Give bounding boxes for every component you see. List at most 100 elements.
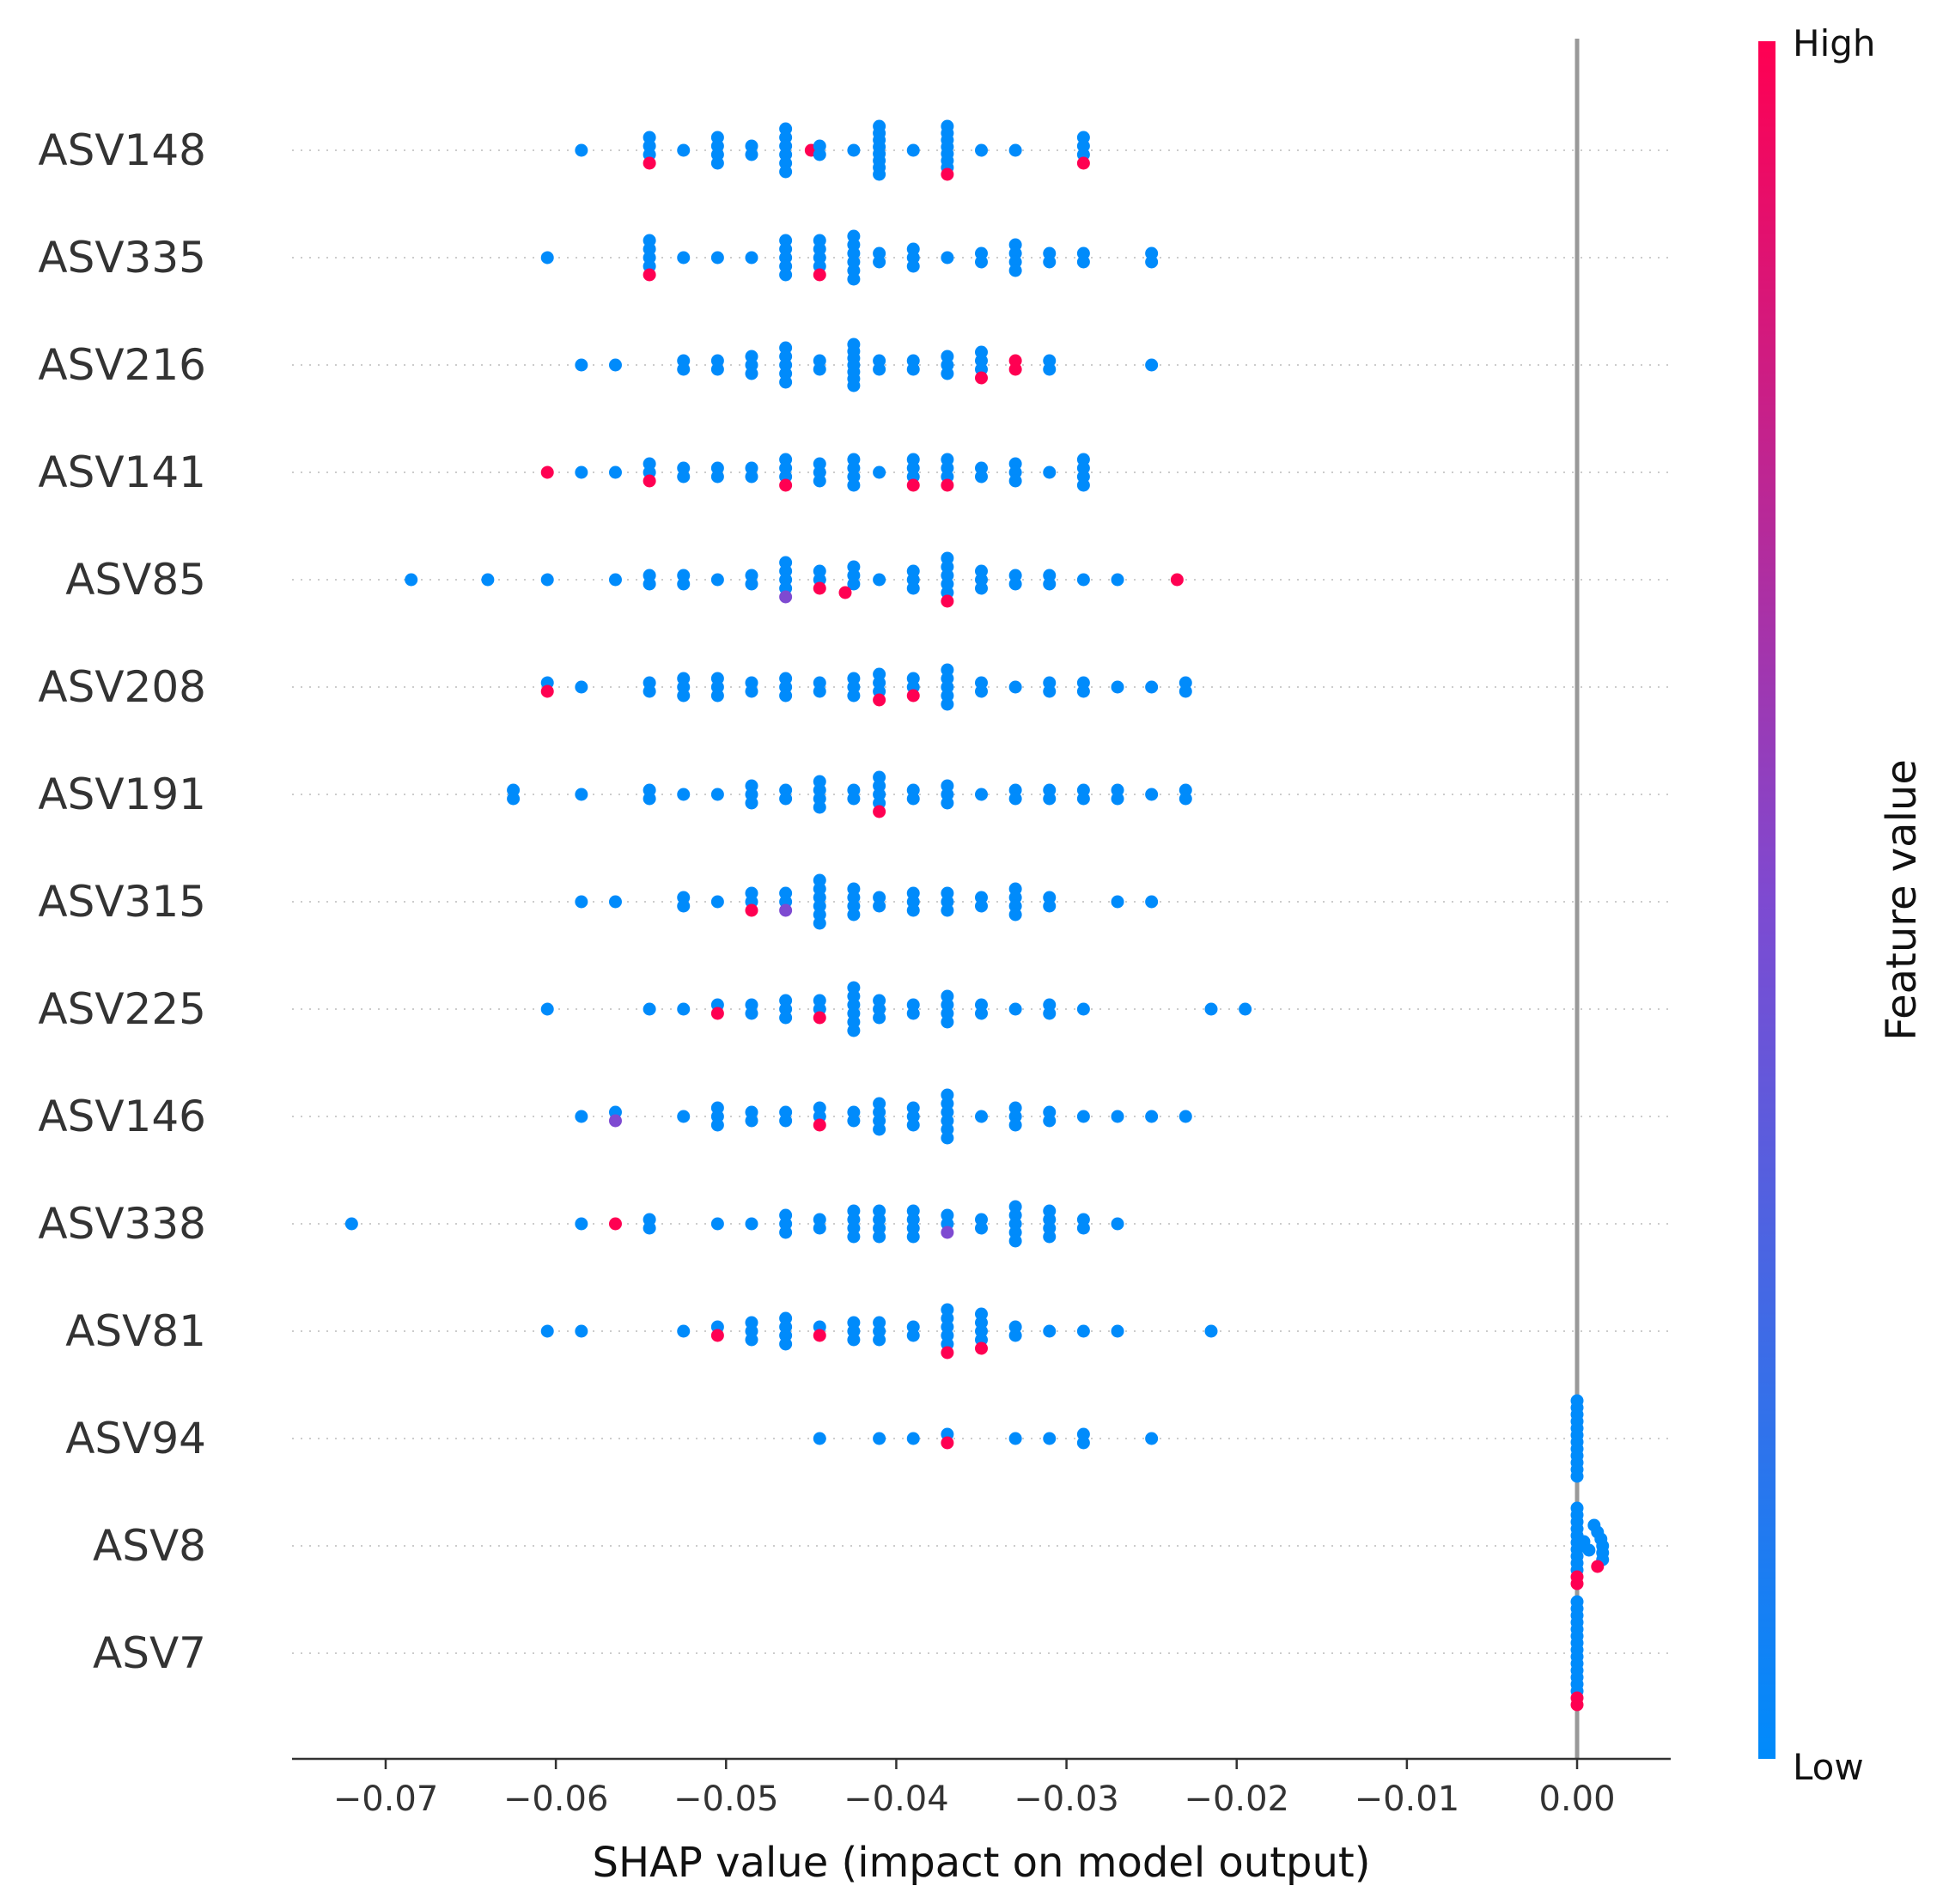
feature-label: ASV335 bbox=[38, 233, 206, 283]
shap-point bbox=[1145, 1110, 1159, 1123]
shap-point bbox=[677, 689, 691, 703]
shap-point bbox=[677, 899, 691, 913]
shap-point bbox=[1111, 895, 1124, 909]
shap-point bbox=[1043, 1230, 1057, 1244]
shap-point bbox=[1076, 156, 1090, 170]
feature-label: ASV208 bbox=[38, 662, 206, 712]
shap-point bbox=[1076, 573, 1090, 587]
shap-point bbox=[847, 379, 861, 392]
shap-point bbox=[1008, 1432, 1022, 1445]
shap-point bbox=[1145, 788, 1159, 801]
shap-point bbox=[1582, 1543, 1596, 1557]
shap-point bbox=[906, 689, 920, 703]
x-tick-label: −0.01 bbox=[1355, 1779, 1460, 1819]
x-tick-label: −0.07 bbox=[333, 1779, 439, 1819]
shap-point bbox=[906, 259, 920, 273]
shap-point bbox=[1008, 1002, 1022, 1016]
feature-label: ASV216 bbox=[38, 340, 206, 390]
shap-point bbox=[405, 573, 418, 587]
shap-point bbox=[941, 1131, 954, 1145]
shap-point bbox=[975, 788, 988, 801]
shap-point bbox=[481, 573, 495, 587]
shap-point bbox=[710, 788, 724, 801]
shap-point bbox=[745, 367, 758, 380]
shap-point bbox=[813, 1329, 826, 1342]
shap-point bbox=[779, 903, 793, 917]
shap-point bbox=[813, 1432, 826, 1445]
shap-point bbox=[608, 358, 622, 372]
shap-point bbox=[906, 1329, 920, 1342]
shap-point bbox=[779, 1011, 793, 1025]
shap-point bbox=[1076, 1221, 1090, 1235]
colorbar-low-label: Low bbox=[1793, 1746, 1864, 1788]
shap-point bbox=[838, 586, 852, 599]
shap-point bbox=[1239, 1002, 1252, 1016]
shap-point bbox=[677, 251, 691, 265]
shap-point bbox=[1145, 680, 1159, 694]
shap-point bbox=[745, 470, 758, 484]
shap-point bbox=[975, 1110, 988, 1123]
shap-point bbox=[344, 1217, 358, 1231]
data-points bbox=[344, 119, 1610, 1712]
shap-point bbox=[575, 680, 588, 694]
shap-point bbox=[941, 367, 954, 380]
shap-point bbox=[540, 465, 554, 479]
shap-point bbox=[575, 1110, 588, 1123]
shap-point bbox=[643, 684, 656, 698]
shap-point bbox=[1111, 1110, 1124, 1123]
shap-point bbox=[847, 1230, 861, 1244]
shap-point bbox=[873, 805, 886, 818]
feature-label: ASV141 bbox=[38, 447, 206, 497]
shap-point bbox=[575, 788, 588, 801]
shap-point bbox=[906, 903, 920, 917]
x-tick-label: −0.02 bbox=[1184, 1779, 1289, 1819]
shap-point bbox=[1076, 1110, 1090, 1123]
shap-point bbox=[1076, 478, 1090, 492]
shap-point bbox=[779, 375, 793, 389]
shap-point bbox=[1008, 908, 1022, 922]
shap-point bbox=[677, 577, 691, 591]
shap-point bbox=[1111, 680, 1124, 694]
shap-point bbox=[941, 594, 954, 608]
shap-point bbox=[906, 362, 920, 376]
shap-point bbox=[1043, 577, 1057, 591]
shap-point bbox=[710, 251, 724, 265]
feature-label: ASV225 bbox=[38, 984, 206, 1034]
shap-point bbox=[847, 478, 861, 492]
shap-point bbox=[847, 1114, 861, 1128]
shap-point bbox=[677, 470, 691, 484]
shap-point bbox=[710, 1118, 724, 1132]
shap-point bbox=[1008, 680, 1022, 694]
shap-point bbox=[1570, 1577, 1584, 1591]
shap-point bbox=[941, 478, 954, 492]
colorbar-high-label: High bbox=[1793, 22, 1876, 64]
shap-point bbox=[813, 1011, 826, 1025]
shap-point bbox=[608, 1217, 622, 1231]
feature-label: ASV191 bbox=[38, 770, 206, 819]
shap-point bbox=[575, 895, 588, 909]
shap-point bbox=[1043, 255, 1057, 269]
shap-point bbox=[643, 268, 656, 282]
shap-point bbox=[813, 268, 826, 282]
shap-point bbox=[941, 903, 954, 917]
shap-point bbox=[1076, 1436, 1090, 1450]
shap-point bbox=[643, 577, 656, 591]
shap-point bbox=[906, 1432, 920, 1445]
shap-point bbox=[975, 255, 988, 269]
shap-point bbox=[975, 899, 988, 913]
shap-point bbox=[745, 903, 758, 917]
shap-point bbox=[813, 916, 826, 930]
shap-point bbox=[813, 800, 826, 814]
shap-point bbox=[575, 358, 588, 372]
shap-point bbox=[873, 362, 886, 376]
shap-point bbox=[813, 474, 826, 488]
feature-labels: ASV148 ASV335 ASV216 ASV141 ASV85 ASV208 ASV19… bbox=[38, 125, 206, 1678]
shap-point bbox=[873, 1333, 886, 1347]
shap-point bbox=[1008, 143, 1022, 157]
shap-point bbox=[745, 251, 758, 265]
shap-point bbox=[779, 165, 793, 179]
shap-point bbox=[575, 143, 588, 157]
shap-point bbox=[540, 1002, 554, 1016]
shap-point bbox=[677, 1324, 691, 1338]
